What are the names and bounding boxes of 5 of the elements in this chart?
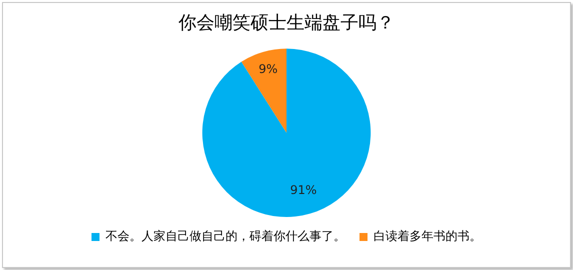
legend-label: 白读着多年书的书。 xyxy=(374,229,482,244)
data-label: 91% xyxy=(290,183,317,198)
chart-title: 你会嘲笑硕士生端盘子吗？ xyxy=(178,12,394,34)
legend-label: 不会。人家自己做自己的，碍着你什么事了。 xyxy=(106,229,346,244)
data-label: 9% xyxy=(258,62,278,76)
